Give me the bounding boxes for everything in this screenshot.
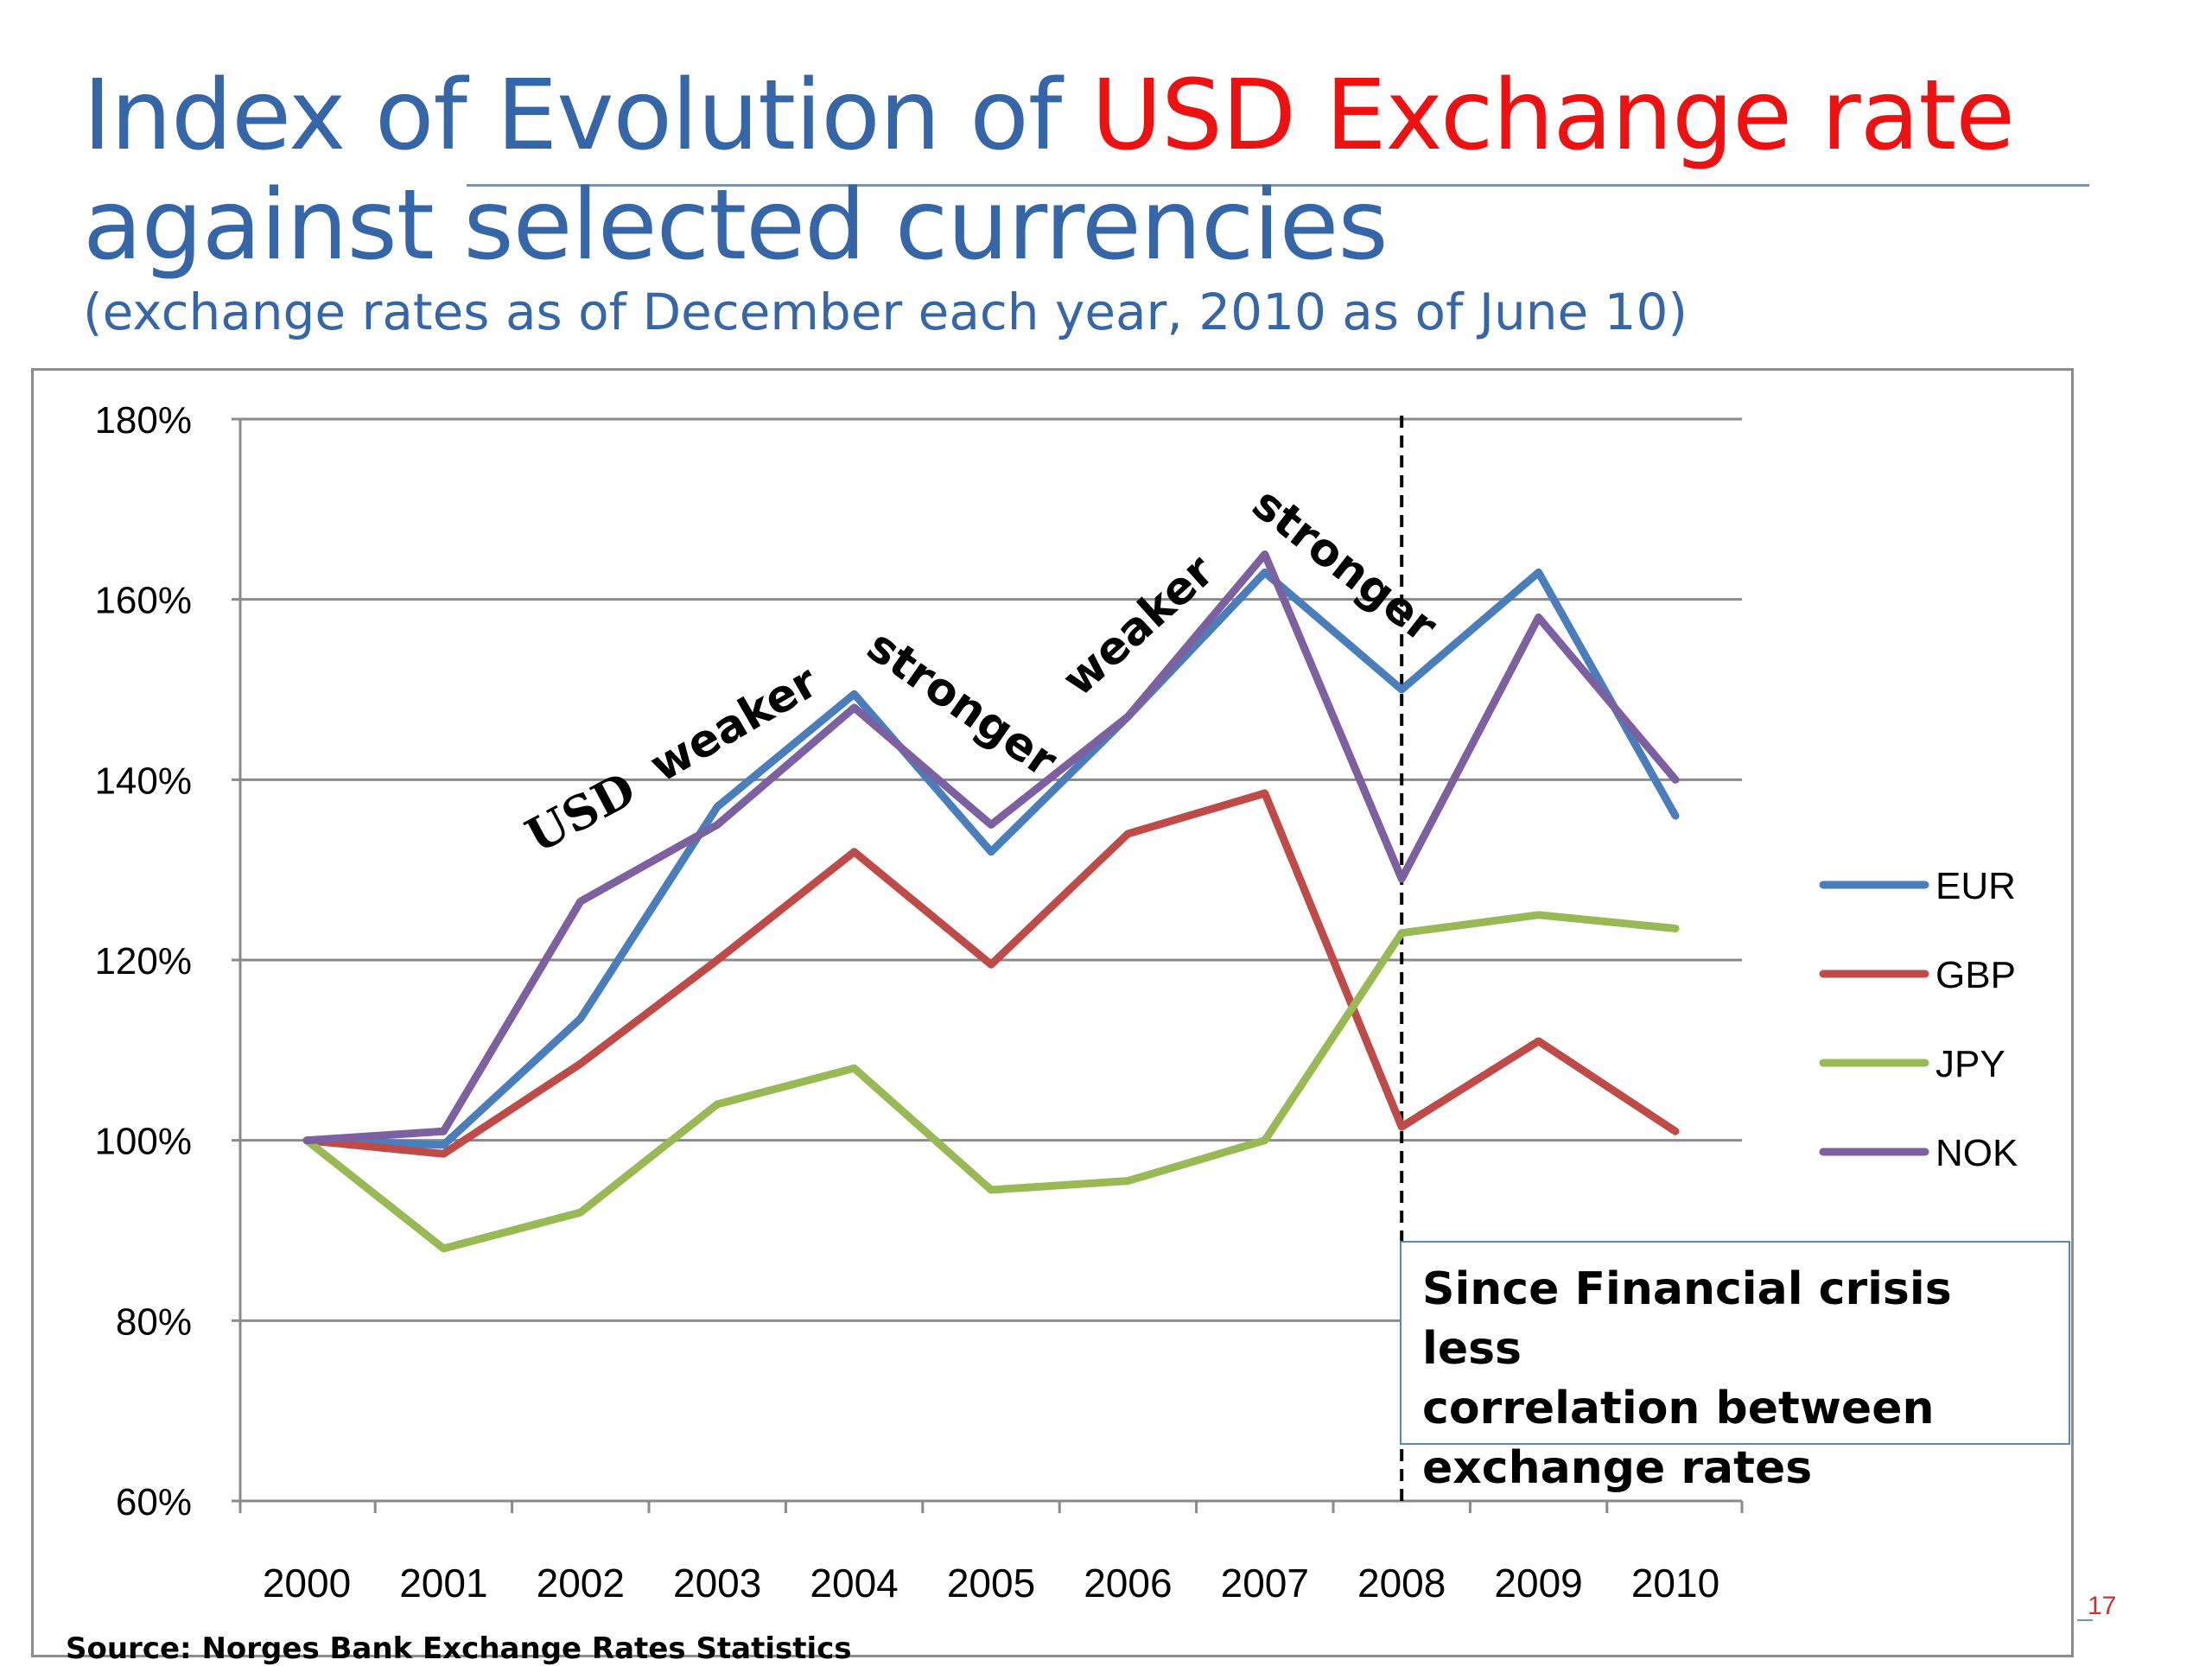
x-tick-label: 2006: [1084, 1561, 1172, 1606]
x-tick-label: 2009: [1494, 1561, 1582, 1606]
legend-label-eur: EUR: [1936, 865, 2016, 907]
chart-frame: [31, 368, 2074, 1657]
title-divider: [467, 184, 2089, 187]
annotation-box: Since Financial crisis less correlation …: [1400, 1241, 2070, 1494]
y-tick-label: 160%: [94, 580, 192, 622]
x-tick-label: 2001: [399, 1561, 487, 1606]
y-tick-label: 180%: [94, 399, 192, 442]
y-tick-label: 80%: [116, 1300, 192, 1343]
slide-title-line-2: against selected currencies: [83, 169, 1389, 282]
x-tick-label: 2008: [1357, 1561, 1446, 1606]
title-prefix: Index of Evolution of: [83, 60, 1091, 172]
x-tick-label: 2004: [810, 1561, 898, 1606]
page-number: 17: [2088, 1592, 2117, 1620]
legend-label-jpy: JPY: [1936, 1043, 2005, 1085]
x-tick-label: 2003: [673, 1561, 761, 1606]
series-line-eur: [302, 568, 1680, 1149]
annotation-usd: USD: [517, 761, 644, 864]
y-tick-label: 60%: [116, 1481, 192, 1523]
annotation-stronger-1: stronger: [858, 620, 1066, 787]
legend-label-nok: NOK: [1936, 1132, 2018, 1174]
y-tick-label: 120%: [94, 940, 192, 982]
x-tick-label: 2010: [1631, 1561, 1719, 1606]
y-tick-label: 140%: [94, 760, 192, 802]
x-axis-ticks: 2000 2001 2002 2003 2004 2005 2006 2007 2008 2009…: [263, 1561, 1719, 1606]
series-line-jpy: [302, 911, 1680, 1253]
annotation-box-line-3: exchange rates: [1422, 1442, 1813, 1494]
legend-label-gbp: GBP: [1936, 954, 2016, 996]
annotation-box-line-1: Since Financial crisis less: [1422, 1263, 1952, 1375]
x-tick-label: 2002: [537, 1561, 625, 1606]
annotation-weaker-2: weaker: [1053, 545, 1224, 707]
series-line-gbp: [302, 789, 1680, 1158]
title-highlight: USD Exchange rate: [1090, 60, 2015, 172]
slide-subtitle: (exchange rates as of December each year…: [83, 283, 1688, 341]
axes: [232, 417, 1744, 1513]
slide-title-line-1: Index of Evolution of USD Exchange rate: [83, 67, 2015, 164]
page-number-rule: [2077, 1619, 2093, 1621]
y-axis-ticks: 60% 80% 100% 120% 140% 160% 180%: [94, 399, 192, 1523]
source-note: Source: Norges Bank Exchange Rates Stati…: [66, 1631, 852, 1666]
series-lines: [302, 550, 1680, 1253]
x-tick-label: 2007: [1221, 1561, 1309, 1606]
annotations: USD weaker stronger weaker stronger: [517, 478, 1446, 864]
x-tick-label: 2000: [263, 1561, 351, 1606]
annotation-weaker-1: weaker: [642, 656, 827, 792]
series-line-nok: [302, 550, 1680, 1145]
y-tick-label: 100%: [94, 1121, 192, 1163]
annotation-box-line-2: correlation between: [1422, 1383, 1935, 1434]
x-tick-label: 2005: [947, 1561, 1035, 1606]
legend: EUR GBP JPY NOK: [1819, 865, 2018, 1174]
